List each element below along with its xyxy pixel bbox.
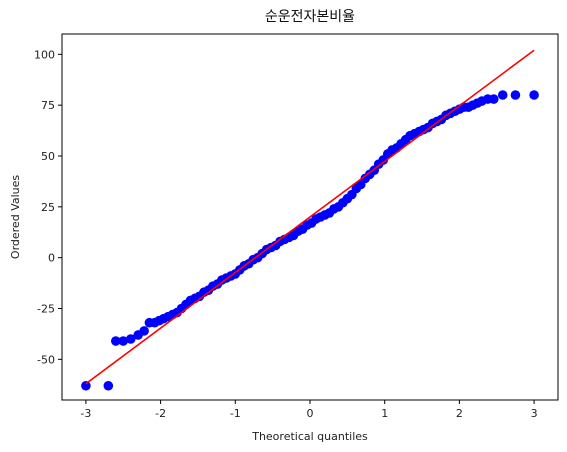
x-tick-label: 1 [381, 407, 388, 420]
x-tick-label: -3 [80, 407, 91, 420]
data-point [510, 90, 521, 100]
chart-title: 순운전자본비율 [265, 9, 355, 25]
x-axis-label: Theoretical quantiles [251, 430, 368, 443]
plot-area [81, 49, 539, 391]
y-tick-label: 100 [34, 48, 55, 61]
y-tick-label: -25 [37, 303, 55, 316]
data-point [488, 94, 499, 104]
y-tick-label: 75 [41, 99, 55, 112]
data-point [110, 336, 121, 346]
x-axis-ticks: -3 -2 -1 0 1 2 3 [80, 400, 538, 420]
data-point [497, 90, 508, 100]
y-tick-label: -50 [37, 353, 55, 366]
y-axis-label: Ordered Values [9, 175, 22, 259]
data-point [103, 380, 114, 391]
data-point [81, 380, 91, 391]
data-point [139, 326, 149, 336]
x-tick-label: 0 [307, 407, 314, 420]
y-tick-label: 0 [48, 252, 55, 265]
x-tick-label: -2 [155, 407, 166, 420]
x-tick-label: -1 [230, 407, 241, 420]
y-tick-label: 50 [41, 150, 55, 163]
y-axis-ticks: -50 -25 0 25 50 75 100 [34, 48, 62, 366]
x-tick-label: 2 [456, 407, 463, 420]
data-point [118, 336, 129, 346]
x-tick-label: 3 [531, 407, 538, 420]
y-tick-label: 25 [41, 201, 55, 214]
fit-line [85, 49, 535, 385]
data-point [125, 334, 136, 344]
data-point [529, 90, 539, 100]
